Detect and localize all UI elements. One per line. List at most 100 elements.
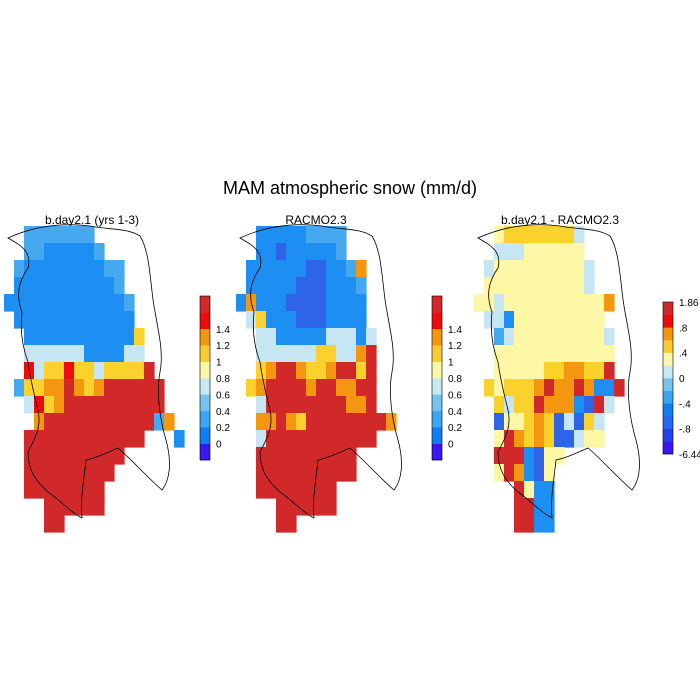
grid-cell bbox=[24, 294, 35, 312]
grid-cell bbox=[64, 294, 75, 312]
grid-cell bbox=[44, 447, 55, 465]
grid-cell bbox=[554, 396, 565, 414]
colorbar-swatch bbox=[663, 327, 673, 341]
grid-cell bbox=[64, 226, 75, 244]
grid-cell bbox=[544, 294, 555, 312]
grid-cell bbox=[104, 430, 115, 448]
grid-cell bbox=[584, 277, 595, 295]
grid-cell bbox=[296, 396, 307, 414]
grid-cell bbox=[44, 498, 55, 516]
colorbar-tick-label: -.4 bbox=[679, 399, 691, 410]
grid-cell bbox=[494, 260, 505, 278]
grid-cell bbox=[94, 396, 105, 414]
grid-cell bbox=[554, 311, 565, 329]
grid-cell bbox=[554, 243, 565, 261]
grid-cell bbox=[276, 277, 287, 295]
grid-cell bbox=[346, 430, 357, 448]
grid-cell bbox=[246, 379, 257, 397]
grid-cell bbox=[346, 464, 357, 482]
grid-cell bbox=[54, 362, 65, 380]
grid-cell bbox=[286, 430, 297, 448]
grid-cell bbox=[356, 294, 367, 312]
grid-cell bbox=[296, 311, 307, 329]
grid-cell bbox=[54, 328, 65, 346]
grid-cell bbox=[256, 243, 267, 261]
grid-cell bbox=[104, 413, 115, 431]
grid-cell bbox=[356, 260, 367, 278]
grid-cell bbox=[256, 294, 267, 312]
grid-cell bbox=[286, 515, 297, 533]
grid-cell bbox=[74, 362, 85, 380]
grid-cell bbox=[44, 396, 55, 414]
grid-cell bbox=[256, 430, 267, 448]
grid-cell bbox=[24, 311, 35, 329]
grid-cell bbox=[276, 413, 287, 431]
grid-cell bbox=[514, 311, 525, 329]
colorbar-tick-label: 0.2 bbox=[448, 423, 462, 434]
grid-cell bbox=[306, 430, 317, 448]
grid-cell bbox=[24, 328, 35, 346]
grid-cell bbox=[336, 447, 347, 465]
colorbar-tick-label: 0.4 bbox=[216, 407, 230, 418]
grid-cell bbox=[584, 379, 595, 397]
grid-cell bbox=[64, 430, 75, 448]
grid-cell bbox=[286, 362, 297, 380]
grid-cell bbox=[514, 447, 525, 465]
grid-cell bbox=[534, 396, 545, 414]
grid-cell bbox=[544, 328, 555, 346]
grid-cell bbox=[276, 430, 287, 448]
grid-cell bbox=[484, 379, 495, 397]
grid-cell bbox=[594, 311, 605, 329]
grid-cell bbox=[534, 311, 545, 329]
grid-cell bbox=[574, 294, 585, 312]
grid-cell bbox=[326, 345, 337, 363]
colorbar-swatch bbox=[432, 410, 442, 428]
grid-cell bbox=[114, 345, 125, 363]
grid-cell bbox=[366, 430, 377, 448]
grid-cell bbox=[124, 345, 135, 363]
grid-cell bbox=[276, 328, 287, 346]
grid-cell bbox=[134, 379, 145, 397]
grid-cell bbox=[316, 430, 327, 448]
grid-cell bbox=[124, 413, 135, 431]
grid-cell bbox=[276, 226, 287, 244]
grid-cell bbox=[366, 396, 377, 414]
grid-cell bbox=[336, 345, 347, 363]
grid-cell bbox=[84, 260, 95, 278]
grid-cell bbox=[514, 515, 525, 533]
grid-cell bbox=[114, 362, 125, 380]
grid-cell bbox=[94, 379, 105, 397]
grid-cell bbox=[256, 277, 267, 295]
grid-cell bbox=[306, 396, 317, 414]
grid-cell bbox=[266, 260, 277, 278]
grid-cell bbox=[574, 260, 585, 278]
grid-cell bbox=[534, 362, 545, 380]
grid-cell bbox=[356, 396, 367, 414]
grid-cell bbox=[94, 481, 105, 499]
grid-cell bbox=[104, 396, 115, 414]
grid-cell bbox=[574, 226, 585, 244]
grid-cell bbox=[44, 515, 55, 533]
grid-cell bbox=[524, 447, 535, 465]
colorbar-frame bbox=[199, 295, 211, 461]
grid-cell bbox=[34, 243, 45, 261]
grid-cell bbox=[54, 396, 65, 414]
grid-cell bbox=[276, 379, 287, 397]
colorbar-swatch bbox=[663, 352, 673, 366]
grid-cell bbox=[594, 345, 605, 363]
coastline bbox=[7, 224, 170, 519]
panel-title: b.day2.1 - RACMO2.3 bbox=[501, 213, 619, 227]
grid-cell bbox=[524, 294, 535, 312]
grid-cell bbox=[306, 464, 317, 482]
grid-cell bbox=[564, 362, 575, 380]
colorbar-swatch bbox=[663, 378, 673, 391]
grid-cell bbox=[74, 464, 85, 482]
grid-cell bbox=[44, 362, 55, 380]
grid-cell bbox=[54, 294, 65, 312]
grid-cell bbox=[376, 413, 387, 431]
grid-cell bbox=[44, 277, 55, 295]
grid-cell bbox=[24, 277, 35, 295]
grid-cell bbox=[114, 430, 125, 448]
grid-cell bbox=[346, 379, 357, 397]
grid-cell bbox=[54, 260, 65, 278]
